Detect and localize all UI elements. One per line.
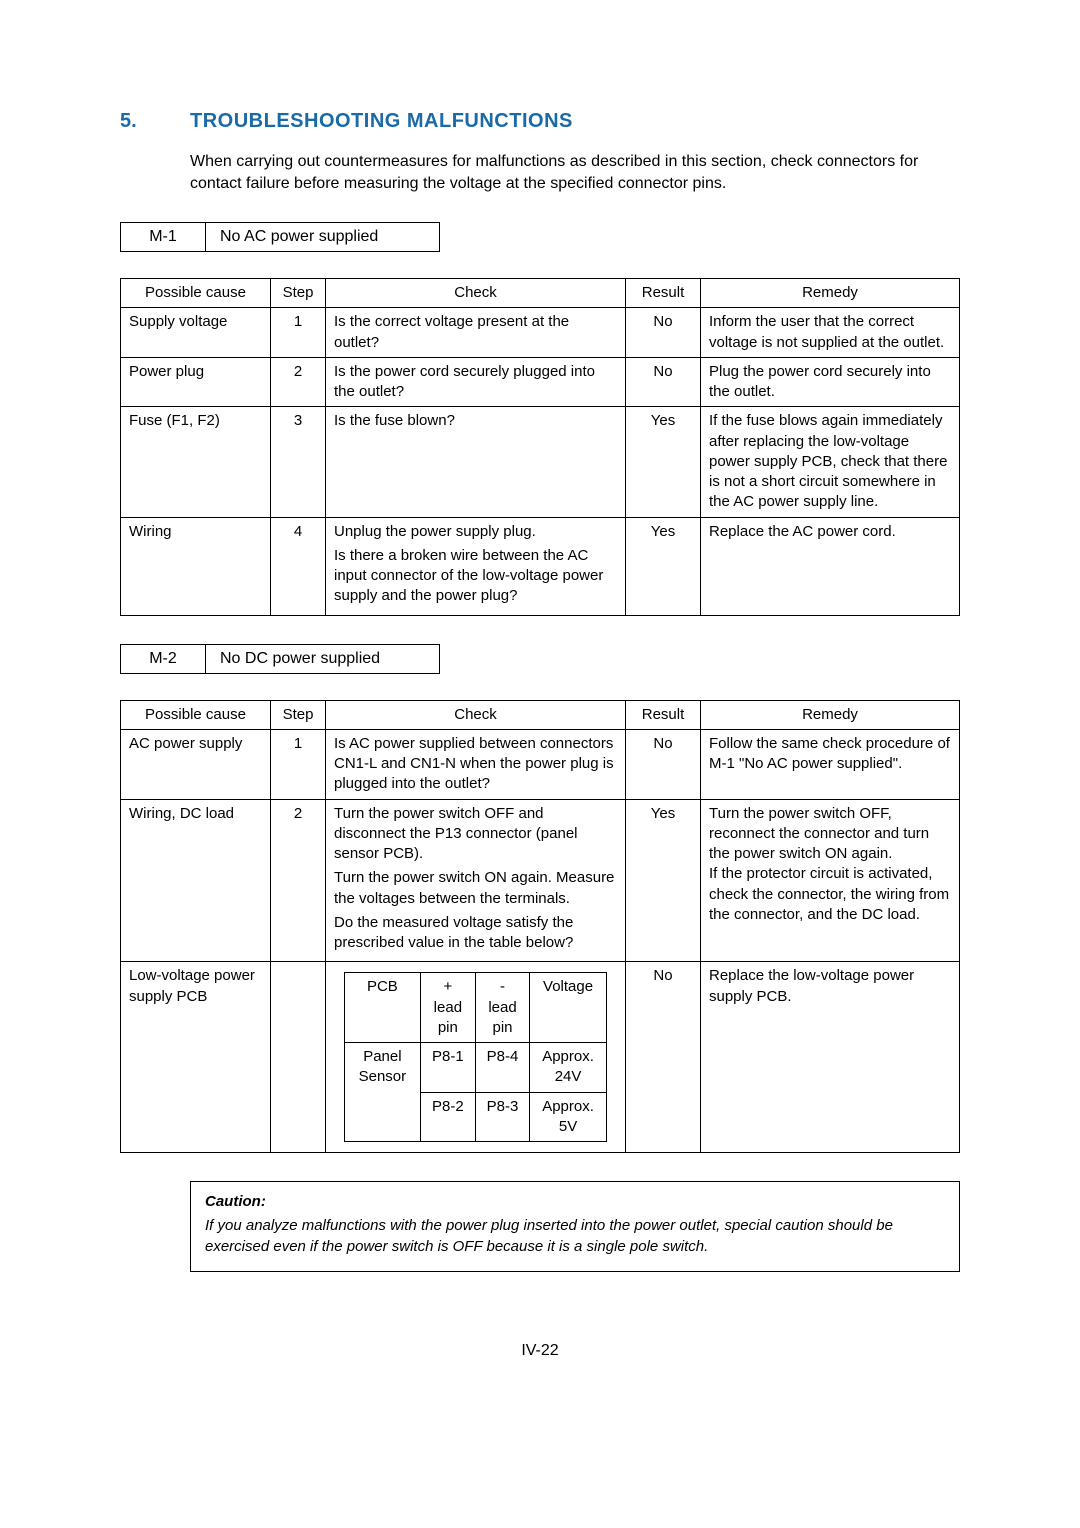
page-number: IV-22 [120, 1342, 960, 1360]
table-m1: Possible cause Step Check Result Remedy … [120, 278, 960, 616]
heading-title: TROUBLESHOOTING MALFUNCTIONS [190, 110, 573, 133]
intro-paragraph: When carrying out countermeasures for ma… [190, 151, 960, 194]
cell-check: PCB + lead pin - lead pin Voltage Panel … [326, 962, 626, 1153]
cell-cause: Wiring [121, 517, 271, 615]
cell-cause: Power plug [121, 357, 271, 407]
cell-step: 3 [271, 407, 326, 517]
col-header: Check [326, 279, 626, 308]
cell-remedy: Replace the low-voltage power supply PCB… [701, 962, 960, 1153]
sub-cell: P8-1 [420, 1043, 475, 1093]
cell-check: Is the correct voltage present at the ou… [326, 308, 626, 358]
check-line: Turn the power switch OFF and disconnect… [334, 804, 617, 865]
col-header: Possible cause [121, 700, 271, 729]
cell-result: No [626, 357, 701, 407]
table-row: Fuse (F1, F2) 3 Is the fuse blown? Yes I… [121, 407, 960, 517]
table-row: Supply voltage 1 Is the correct voltage … [121, 308, 960, 358]
sub-col: Voltage [530, 973, 607, 1043]
cell-result: No [626, 308, 701, 358]
sub-col: + lead pin [420, 973, 475, 1043]
cell-result: No [626, 729, 701, 799]
cell-check: Is the fuse blown? [326, 407, 626, 517]
cell-remedy: Turn the power switch OFF, reconnect the… [701, 799, 960, 962]
table-row: Low-voltage power supply PCB PCB + lead … [121, 962, 960, 1153]
table-row: Wiring, DC load 2 Turn the power switch … [121, 799, 960, 962]
cell-remedy: Plug the power cord securely into the ou… [701, 357, 960, 407]
col-header: Remedy [701, 700, 960, 729]
table-header-row: Possible cause Step Check Result Remedy [121, 700, 960, 729]
sub-col: PCB [345, 973, 421, 1043]
col-header: Possible cause [121, 279, 271, 308]
cell-cause: Supply voltage [121, 308, 271, 358]
table-row: Wiring 4 Unplug the power supply plug. I… [121, 517, 960, 615]
cell-step: 1 [271, 308, 326, 358]
cell-cause: Low-voltage power supply PCB [121, 962, 271, 1153]
cell-check: Unplug the power supply plug. Is there a… [326, 517, 626, 615]
sub-col: - lead pin [475, 973, 529, 1043]
col-header: Result [626, 700, 701, 729]
table-row: Power plug 2 Is the power cord securely … [121, 357, 960, 407]
case-code-box: M-1 No AC power supplied [120, 222, 440, 252]
cell-step [271, 962, 326, 1153]
table-header-row: Possible cause Step Check Result Remedy [121, 279, 960, 308]
table-row: AC power supply 1 Is AC power supplied b… [121, 729, 960, 799]
subtable-header: PCB + lead pin - lead pin Voltage [345, 973, 607, 1043]
check-line: Do the measured voltage satisfy the pres… [334, 913, 617, 954]
cell-cause: Fuse (F1, F2) [121, 407, 271, 517]
check-line: Is there a broken wire between the AC in… [334, 546, 617, 607]
case-code: M-1 [121, 223, 206, 251]
voltage-subtable: PCB + lead pin - lead pin Voltage Panel … [344, 972, 607, 1142]
sub-cell: Panel Sensor [345, 1043, 421, 1142]
caution-body: If you analyze malfunctions with the pow… [205, 1216, 945, 1257]
cell-check: Turn the power switch OFF and disconnect… [326, 799, 626, 962]
case-code-box: M-2 No DC power supplied [120, 644, 440, 674]
page: 5. TROUBLESHOOTING MALFUNCTIONS When car… [0, 0, 1080, 1420]
sub-cell: Approx. 24V [530, 1043, 607, 1093]
check-line: Unplug the power supply plug. [334, 522, 617, 542]
col-header: Step [271, 279, 326, 308]
sub-cell: P8-2 [420, 1092, 475, 1142]
case-label: No AC power supplied [206, 223, 392, 251]
cell-result: Yes [626, 407, 701, 517]
caution-box: Caution: If you analyze malfunctions wit… [190, 1181, 960, 1272]
cell-cause: Wiring, DC load [121, 799, 271, 962]
cell-step: 2 [271, 799, 326, 962]
cell-remedy: Inform the user that the correct voltage… [701, 308, 960, 358]
col-header: Check [326, 700, 626, 729]
case-code: M-2 [121, 645, 206, 673]
sub-cell: Approx. 5V [530, 1092, 607, 1142]
cell-remedy: Follow the same check procedure of M-1 "… [701, 729, 960, 799]
case-label: No DC power supplied [206, 645, 394, 673]
cell-check: Is the power cord securely plugged into … [326, 357, 626, 407]
col-header: Result [626, 279, 701, 308]
table-m2: Possible cause Step Check Result Remedy … [120, 700, 960, 1154]
cell-step: 1 [271, 729, 326, 799]
sub-cell: P8-3 [475, 1092, 529, 1142]
cell-result: No [626, 962, 701, 1153]
subtable-row: Panel Sensor P8-1 P8-4 Approx. 24V [345, 1043, 607, 1093]
cell-result: Yes [626, 799, 701, 962]
cell-step: 4 [271, 517, 326, 615]
check-line: Turn the power switch ON again. Measure … [334, 868, 617, 909]
cell-cause: AC power supply [121, 729, 271, 799]
cell-remedy: Replace the AC power cord. [701, 517, 960, 615]
sub-cell: P8-4 [475, 1043, 529, 1093]
col-header: Step [271, 700, 326, 729]
cell-remedy: If the fuse blows again immediately afte… [701, 407, 960, 517]
col-header: Remedy [701, 279, 960, 308]
heading-number: 5. [120, 110, 190, 133]
caution-title: Caution: [205, 1193, 266, 1210]
section-heading: 5. TROUBLESHOOTING MALFUNCTIONS [120, 110, 960, 133]
cell-check: Is AC power supplied between connectors … [326, 729, 626, 799]
cell-step: 2 [271, 357, 326, 407]
caution-title-text: Caution [205, 1193, 261, 1210]
cell-result: Yes [626, 517, 701, 615]
